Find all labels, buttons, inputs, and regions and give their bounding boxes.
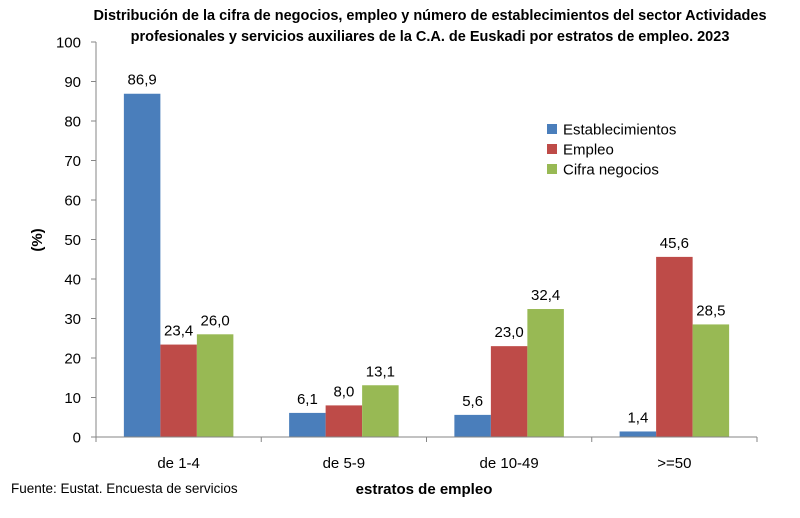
data-label: 1,4 (627, 409, 648, 426)
x-axis-title: estratos de empleo (356, 481, 493, 498)
y-tick-label: 80 (64, 114, 81, 131)
y-tick-label: 30 (64, 311, 81, 328)
chart-title: Distribución de la cifra de negocios, em… (60, 6, 800, 48)
source-note: Fuente: Eustat. Encuesta de servicios (11, 481, 238, 496)
data-label: 23,4 (164, 323, 193, 340)
data-label: 86,9 (128, 72, 157, 89)
y-tick-label: 50 (64, 232, 81, 249)
chart-title-line1: Distribución de la cifra de negocios, em… (93, 8, 767, 24)
y-tick-label: 70 (64, 153, 81, 170)
y-tick-label: 60 (64, 193, 81, 210)
bar-3 (196, 334, 234, 437)
legend-swatch-3 (547, 164, 557, 174)
legend-label-2: Empleo (563, 142, 614, 159)
bar-2 (490, 346, 528, 437)
y-tick-label: 0 (73, 430, 81, 447)
x-tick-label: de 1-4 (157, 455, 200, 472)
bar-3 (692, 324, 730, 437)
y-tick-label: 100 (56, 35, 81, 52)
bar-3 (527, 309, 564, 437)
data-label: 6,1 (297, 391, 318, 408)
legend-label-3: Cifra negocios (563, 162, 659, 179)
data-label: 26,0 (201, 312, 230, 329)
data-label: 8,0 (333, 383, 354, 400)
legend-label-1: Establecimientos (563, 122, 676, 139)
x-tick-label: >=50 (657, 455, 691, 472)
bar-2 (160, 344, 197, 437)
bar-1 (619, 431, 657, 437)
data-label: 13,1 (366, 363, 395, 380)
x-tick-label: de 5-9 (323, 455, 366, 472)
data-label: 45,6 (660, 235, 689, 252)
y-axis-title: (%) (29, 228, 46, 251)
data-label: 23,0 (495, 324, 524, 341)
y-tick-label: 40 (64, 272, 81, 289)
bar-1 (289, 412, 326, 437)
bar-2 (325, 405, 363, 437)
chart-title-line2: profesionales y servicios auxiliares de … (130, 29, 730, 45)
bar-2 (656, 256, 693, 437)
data-label: 32,4 (531, 287, 560, 304)
legend-swatch-1 (547, 124, 557, 134)
legend-swatch-2 (547, 144, 557, 154)
data-label: 5,6 (462, 393, 483, 410)
y-tick-label: 90 (64, 74, 81, 91)
data-label: 28,5 (696, 302, 725, 319)
y-tick-label: 10 (64, 390, 81, 407)
bar-3 (362, 385, 399, 437)
x-tick-label: de 10-49 (480, 455, 539, 472)
bar-1 (123, 93, 161, 438)
y-tick-label: 20 (64, 351, 81, 368)
bar-1 (454, 414, 491, 437)
